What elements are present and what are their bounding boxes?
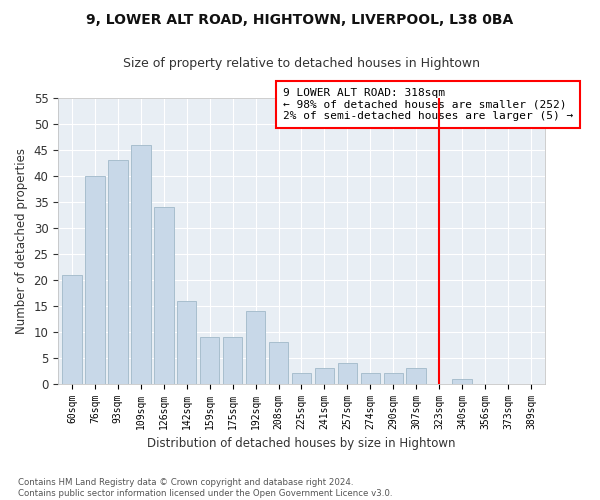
- Title: Size of property relative to detached houses in Hightown: Size of property relative to detached ho…: [123, 58, 480, 70]
- Bar: [131, 145, 151, 384]
- Bar: [269, 342, 288, 384]
- Y-axis label: Number of detached properties: Number of detached properties: [15, 148, 28, 334]
- Bar: [292, 374, 311, 384]
- Bar: [338, 363, 357, 384]
- Text: Contains HM Land Registry data © Crown copyright and database right 2024.
Contai: Contains HM Land Registry data © Crown c…: [18, 478, 392, 498]
- Bar: [177, 300, 196, 384]
- Bar: [62, 274, 82, 384]
- Bar: [108, 160, 128, 384]
- Bar: [85, 176, 104, 384]
- Bar: [383, 374, 403, 384]
- Bar: [246, 311, 265, 384]
- Bar: [406, 368, 426, 384]
- Text: 9, LOWER ALT ROAD, HIGHTOWN, LIVERPOOL, L38 0BA: 9, LOWER ALT ROAD, HIGHTOWN, LIVERPOOL, …: [86, 12, 514, 26]
- Bar: [223, 337, 242, 384]
- Bar: [314, 368, 334, 384]
- X-axis label: Distribution of detached houses by size in Hightown: Distribution of detached houses by size …: [147, 437, 456, 450]
- Bar: [361, 374, 380, 384]
- Text: 9 LOWER ALT ROAD: 318sqm
← 98% of detached houses are smaller (252)
2% of semi-d: 9 LOWER ALT ROAD: 318sqm ← 98% of detach…: [283, 88, 574, 121]
- Bar: [452, 378, 472, 384]
- Bar: [154, 207, 173, 384]
- Bar: [200, 337, 220, 384]
